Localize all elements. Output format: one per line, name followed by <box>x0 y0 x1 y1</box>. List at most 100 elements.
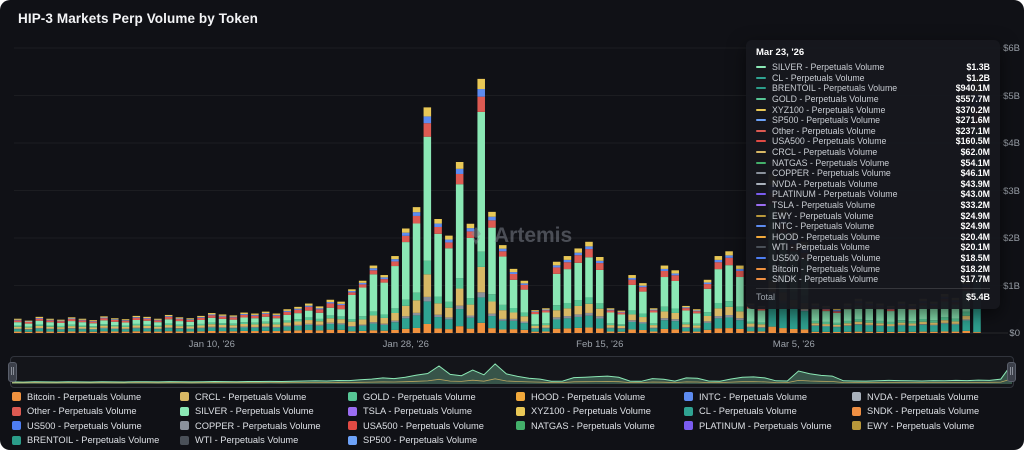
bar-segment-brentoil_cl[interactable] <box>218 328 227 332</box>
bar-segment-other[interactable] <box>423 123 432 137</box>
bar-segment-brentoil_cl[interactable] <box>908 326 917 332</box>
bar[interactable] <box>208 313 216 333</box>
bar-segment-sp500[interactable] <box>14 319 22 321</box>
bar-segment-crcl[interactable] <box>639 317 647 323</box>
bar[interactable] <box>89 320 97 333</box>
bar-segment-other[interactable] <box>121 320 130 323</box>
bar-segment-gray_misc[interactable] <box>358 324 367 326</box>
bar-segment-crcl[interactable] <box>552 310 561 318</box>
bar-segment-sp500[interactable] <box>337 303 345 306</box>
bar-segment-silver[interactable] <box>660 277 669 307</box>
bar[interactable] <box>423 107 432 334</box>
bar-segment-other[interactable] <box>671 275 679 281</box>
bar-segment-silver[interactable] <box>455 184 464 279</box>
bar-segment-brentoil_cl[interactable] <box>617 328 626 332</box>
bar-segment-brentoil_cl[interactable] <box>499 320 507 330</box>
bar-segment-sp500[interactable] <box>358 282 367 285</box>
bar-segment-other[interactable] <box>574 255 582 263</box>
bar-segment-brentoil_cl[interactable] <box>563 318 572 329</box>
bar-segment-silver[interactable] <box>412 223 421 293</box>
bar-segment-silver[interactable] <box>585 257 593 298</box>
bar-segment-other[interactable] <box>337 305 345 310</box>
bar-segment-xyz100[interactable] <box>283 309 291 311</box>
bar-segment-sp500[interactable] <box>208 314 216 316</box>
bar-segment-other[interactable] <box>725 257 733 266</box>
bar-segment-silver[interactable] <box>24 323 33 327</box>
bar-segment-bitcoin[interactable] <box>272 331 281 333</box>
bar-segment-gray_misc[interactable] <box>175 328 184 329</box>
bar-segment-silver[interactable] <box>649 312 658 324</box>
bar-segment-brentoil_cl[interactable] <box>57 329 65 332</box>
bar-segment-silver[interactable] <box>315 312 324 319</box>
bar-segment-xyz100[interactable] <box>391 256 399 260</box>
bar-segment-gold[interactable] <box>596 303 604 309</box>
bar[interactable] <box>574 248 582 333</box>
bar[interactable] <box>369 265 378 333</box>
bar[interactable] <box>315 306 324 333</box>
bar-segment-silver[interactable] <box>908 309 917 322</box>
bar-segment-brentoil_cl[interactable] <box>261 327 270 331</box>
legend-item-cl[interactable]: CL - Perpetuals Volume <box>684 406 844 417</box>
bar-segment-bitcoin[interactable] <box>768 326 776 333</box>
bar-segment-bitcoin[interactable] <box>197 331 205 333</box>
legend-item-nvda[interactable]: NVDA - Perpetuals Volume <box>852 391 1012 402</box>
bar[interactable] <box>649 308 658 333</box>
bar-segment-crcl[interactable] <box>240 324 248 327</box>
bar-segment-gold[interactable] <box>628 310 636 315</box>
bar-segment-other[interactable] <box>229 317 238 320</box>
bar-segment-other[interactable] <box>251 315 259 319</box>
bar-segment-silver[interactable] <box>606 312 615 324</box>
bar-segment-other[interactable] <box>660 270 669 278</box>
bar-segment-silver[interactable] <box>337 309 345 317</box>
bar-segment-bitcoin[interactable] <box>369 330 378 333</box>
bar-segment-silver[interactable] <box>951 304 960 319</box>
bar[interactable] <box>57 319 65 333</box>
bar-segment-bitcoin[interactable] <box>542 331 550 333</box>
bar-segment-gold[interactable] <box>391 308 399 313</box>
bar[interactable] <box>283 309 291 334</box>
bar-segment-silver[interactable] <box>876 309 884 321</box>
bar-segment-bitcoin[interactable] <box>175 331 184 333</box>
bar-segment-other[interactable] <box>542 310 550 313</box>
bar-segment-silver[interactable] <box>132 320 141 324</box>
bar-segment-silver[interactable] <box>736 277 744 307</box>
bar-segment-crcl[interactable] <box>671 312 679 320</box>
bar-segment-bitcoin[interactable] <box>725 328 733 333</box>
bar-segment-silver[interactable] <box>596 269 604 304</box>
bar-segment-bitcoin[interactable] <box>703 329 712 333</box>
bar-segment-bitcoin[interactable] <box>208 331 216 333</box>
bar-segment-sp500[interactable] <box>100 317 108 319</box>
bar-segment-xyz100[interactable] <box>423 107 432 117</box>
bar-segment-crcl[interactable] <box>725 306 733 316</box>
bar[interactable] <box>833 308 841 333</box>
legend-item-hood[interactable]: HOOD - Perpetuals Volume <box>516 391 676 402</box>
bar-segment-gray_misc[interactable] <box>337 323 345 325</box>
bar[interactable] <box>466 223 475 333</box>
bar-segment-crcl[interactable] <box>822 324 830 326</box>
bar-segment-crcl[interactable] <box>499 310 507 319</box>
bar-segment-brentoil_cl[interactable] <box>876 325 884 332</box>
bar-segment-gray_misc[interactable] <box>897 324 906 326</box>
bar-segment-bitcoin[interactable] <box>757 331 766 333</box>
bar-segment-brentoil_cl[interactable] <box>358 325 367 331</box>
bar-segment-sp500[interactable] <box>542 309 550 311</box>
bar-segment-gray_misc[interactable] <box>822 325 830 327</box>
bar-segment-gray_misc[interactable] <box>326 322 335 325</box>
bar-segment-silver[interactable] <box>725 265 733 302</box>
bar-segment-brentoil_cl[interactable] <box>121 329 130 332</box>
bar[interactable] <box>639 283 647 333</box>
legend-item-tsla[interactable]: TSLA - Perpetuals Volume <box>348 406 508 417</box>
bar-segment-gold[interactable] <box>272 322 281 325</box>
bar-segment-brentoil_cl[interactable] <box>240 327 248 331</box>
bar[interactable] <box>121 319 130 333</box>
bar-segment-xyz100[interactable] <box>218 314 227 316</box>
bar-segment-crcl[interactable] <box>208 324 216 327</box>
bar-segment-silver[interactable] <box>477 111 485 252</box>
bar-segment-bitcoin[interactable] <box>358 330 367 333</box>
bar-segment-gold[interactable] <box>434 296 442 304</box>
bar-segment-gray_misc[interactable] <box>617 328 626 329</box>
bar-segment-other[interactable] <box>552 267 561 274</box>
bar-segment-gray_misc[interactable] <box>811 325 820 326</box>
bar-segment-xyz100[interactable] <box>714 256 723 260</box>
legend-item-sp500[interactable]: SP500 - Perpetuals Volume <box>348 435 508 446</box>
